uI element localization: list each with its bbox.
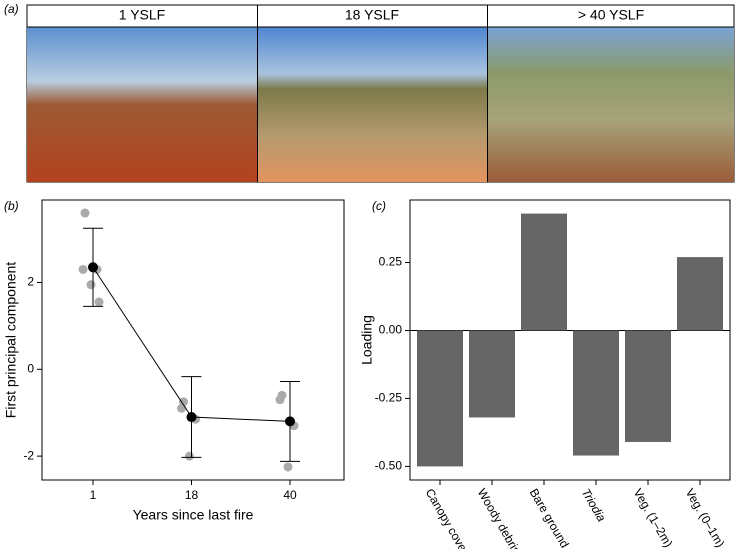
x-tick-label: Veg. (0–1m) — [683, 486, 728, 549]
panel-label: (b) — [4, 199, 19, 213]
raw-point — [177, 403, 186, 413]
x-tick-label: 1 — [90, 488, 97, 502]
x-tick-label: Triodia — [579, 486, 609, 524]
photo — [27, 27, 257, 182]
bar — [573, 330, 619, 456]
photo-caption: > 40 YSLF — [578, 7, 644, 23]
raw-point — [86, 280, 96, 290]
y-tick-label: 0.25 — [379, 255, 403, 269]
raw-point — [78, 264, 88, 274]
mean-point — [186, 412, 197, 423]
panel-label: (a) — [4, 2, 19, 16]
raw-point — [275, 395, 285, 405]
bar — [677, 257, 723, 331]
raw-point — [185, 451, 194, 461]
raw-point — [94, 297, 104, 307]
raw-point — [283, 462, 293, 472]
x-tick-label: 40 — [283, 488, 297, 502]
x-tick-label: Veg. (1–2m) — [631, 486, 676, 549]
bar — [625, 330, 671, 442]
plot-frame — [409, 199, 731, 481]
photo — [488, 27, 734, 182]
x-axis-label: Years since last fire — [133, 507, 254, 523]
photo — [258, 27, 487, 182]
mean-point — [285, 416, 295, 427]
y-tick-label: 2 — [27, 275, 34, 289]
photo-caption: 18 YSLF — [345, 7, 399, 23]
bar — [469, 330, 515, 418]
x-tick-label: Canopy cover — [423, 486, 472, 549]
y-tick-label: -2 — [23, 448, 34, 462]
x-tick-label: 18 — [185, 488, 199, 502]
x-tick-label: Bare ground — [527, 486, 572, 549]
y-tick-label: 0 — [27, 361, 34, 375]
x-tick-label: Woody debris — [475, 486, 524, 549]
y-tick-label: 0.00 — [379, 323, 403, 337]
y-axis-label: Loading — [359, 315, 375, 365]
bar — [521, 213, 567, 331]
y-axis-label: First principal component — [3, 262, 19, 419]
plot-frame — [41, 199, 345, 481]
bar — [417, 330, 463, 467]
raw-point — [80, 208, 90, 218]
y-tick-label: -0.25 — [375, 391, 403, 405]
mean-point — [88, 262, 98, 273]
y-tick-label: -0.50 — [375, 459, 403, 473]
panel-label: (c) — [372, 199, 386, 213]
photo-caption: 1 YSLF — [119, 7, 165, 23]
